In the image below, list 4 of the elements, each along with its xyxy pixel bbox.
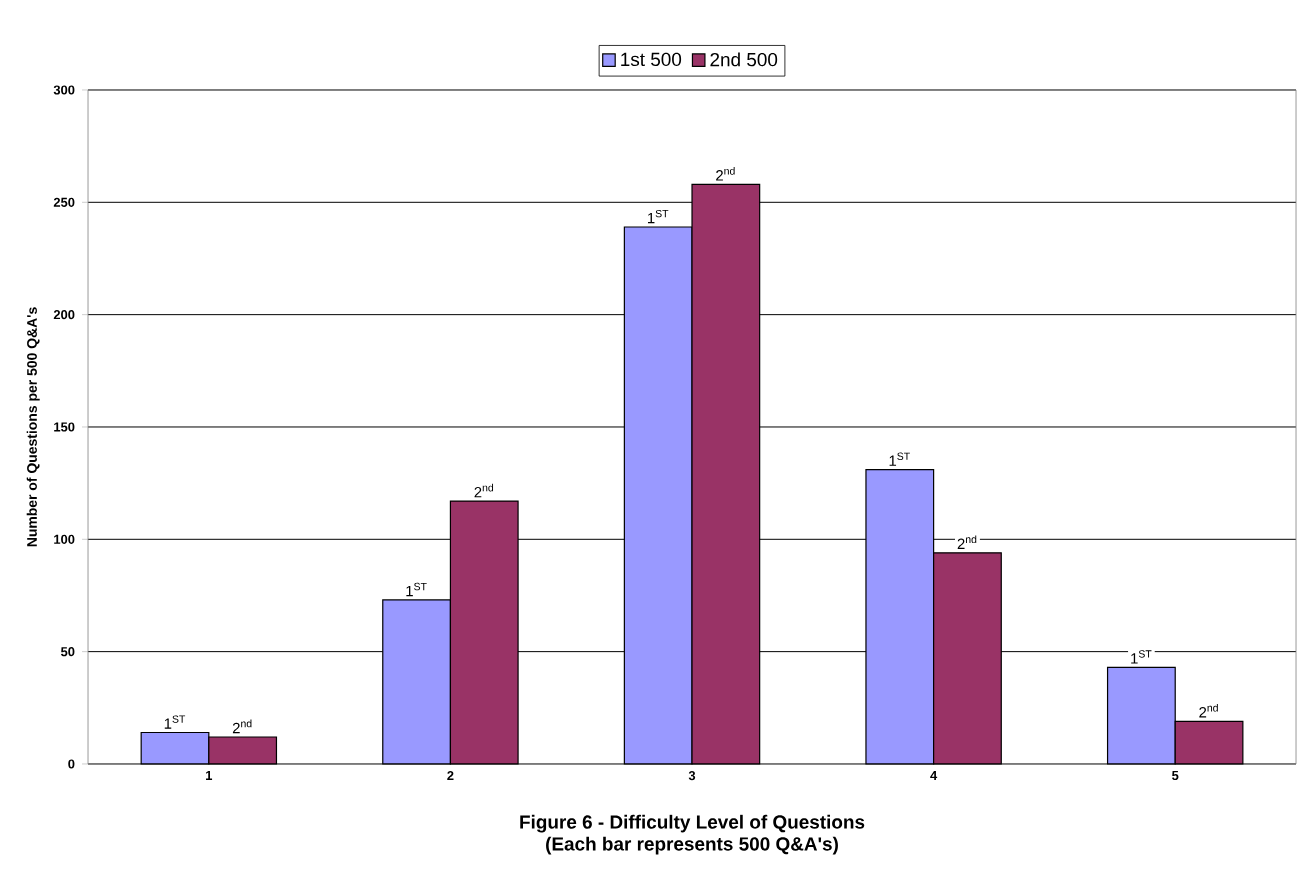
legend-label: 2nd 500 — [710, 52, 778, 67]
text: Figure 6 - Difficulty Level of Questions — [520, 814, 865, 833]
legend-label: 1st 500 — [621, 52, 682, 67]
text: (Each bar represents 500 Q&A's) — [546, 836, 838, 855]
